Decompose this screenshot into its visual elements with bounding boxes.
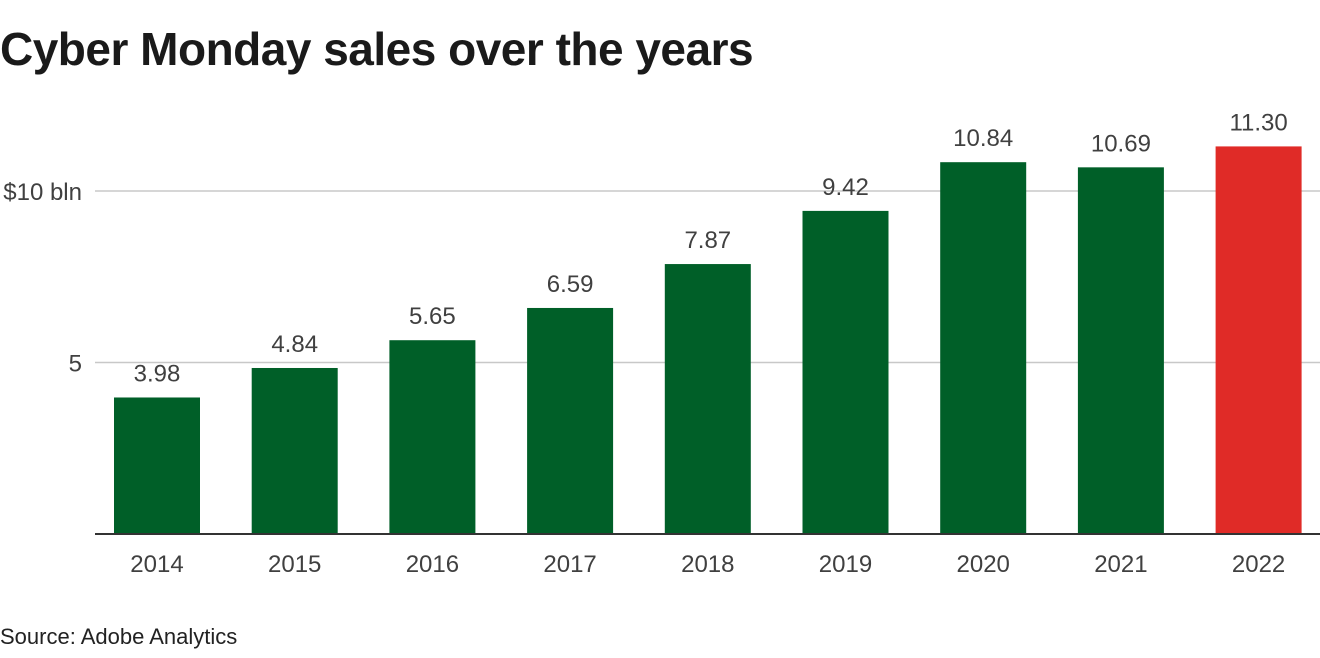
- y-tick-label: 5: [69, 351, 82, 378]
- bar: [664, 264, 751, 534]
- bar: [940, 162, 1027, 535]
- x-tick-label: 2014: [130, 551, 183, 578]
- x-tick-label: 2016: [406, 551, 459, 578]
- bar: [389, 340, 476, 534]
- bar: [1215, 146, 1302, 534]
- x-tick-label: 2022: [1232, 551, 1285, 578]
- data-label: 7.87: [684, 227, 731, 254]
- source-note: Source: Adobe Analytics: [0, 624, 238, 649]
- data-label: 11.30: [1229, 109, 1287, 136]
- x-tick-label: 2020: [957, 551, 1010, 578]
- x-tick-label: 2018: [681, 551, 734, 578]
- bars: [114, 146, 1302, 535]
- bar: [114, 397, 200, 534]
- data-labels: 3.98 4.84 5.65 6.59 7.87 9.42 10.84 10.69 11.30: [134, 109, 1288, 387]
- data-label: 5.65: [409, 303, 456, 330]
- data-label: 4.84: [271, 331, 318, 358]
- data-label: 9.42: [822, 174, 869, 201]
- bar: [251, 367, 338, 534]
- x-tick-label: 2021: [1094, 551, 1147, 578]
- x-tick-label: 2017: [543, 551, 596, 578]
- bar: [527, 307, 614, 534]
- chart-title: Cyber Monday sales over the years: [0, 23, 754, 75]
- x-tick-label: 2019: [819, 551, 872, 578]
- data-label: 10.84: [953, 125, 1013, 152]
- bar: [1077, 167, 1164, 534]
- data-label: 6.59: [547, 271, 594, 298]
- axes: 5 $10 bln 2014 2015 2016 2017 2018 2019 2020 2021…: [3, 179, 1320, 578]
- x-tick-label: 2015: [268, 551, 321, 578]
- data-label: 10.69: [1091, 130, 1151, 157]
- data-label: 3.98: [134, 360, 181, 387]
- bar: [802, 210, 889, 535]
- y-tick-label: $10 bln: [3, 179, 82, 206]
